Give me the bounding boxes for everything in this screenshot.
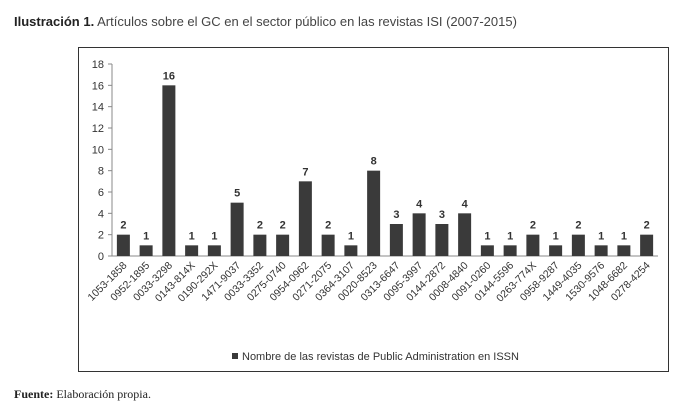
bar <box>458 213 472 256</box>
data-label: 1 <box>143 230 149 242</box>
data-label: 2 <box>120 220 126 232</box>
data-label: 4 <box>462 198 469 210</box>
bar <box>640 234 654 256</box>
data-label: 2 <box>325 220 331 232</box>
data-label: 1 <box>211 230 217 242</box>
bar <box>503 245 517 256</box>
caption-text: Artículos sobre el GC en el sector públi… <box>97 14 517 29</box>
bar <box>549 245 563 256</box>
data-label: 1 <box>621 230 627 242</box>
y-tick-label: 8 <box>98 166 104 178</box>
bar <box>162 85 176 256</box>
caption-label: Ilustración 1. <box>14 14 95 29</box>
bar <box>139 245 153 256</box>
y-tick-label: 2 <box>98 230 104 242</box>
data-label: 7 <box>302 166 308 178</box>
bar <box>344 245 358 256</box>
data-label: 2 <box>530 220 536 232</box>
y-tick-label: 4 <box>98 208 104 220</box>
bar <box>298 181 312 256</box>
data-label: 16 <box>163 70 175 82</box>
bar <box>412 213 426 256</box>
y-tick-label: 16 <box>92 80 104 92</box>
bar <box>480 245 494 256</box>
data-label: 1 <box>553 230 559 242</box>
data-label: 8 <box>371 156 377 168</box>
data-label: 1 <box>484 230 490 242</box>
bar <box>571 234 585 256</box>
bar <box>389 224 403 256</box>
source-note: Fuente: Elaboración propia. <box>14 387 151 402</box>
y-tick-label: 10 <box>92 144 104 156</box>
bar <box>617 245 631 256</box>
y-tick-label: 12 <box>92 123 104 135</box>
source-text: Elaboración propia. <box>56 387 151 401</box>
data-label: 5 <box>234 188 240 200</box>
data-label: 1 <box>598 230 604 242</box>
bar <box>207 245 221 256</box>
bar <box>116 234 130 256</box>
legend-swatch <box>232 353 238 359</box>
bar <box>594 245 608 256</box>
data-label: 3 <box>393 209 399 221</box>
data-label: 2 <box>257 220 263 232</box>
data-label: 1 <box>348 230 354 242</box>
chart-frame <box>78 47 669 372</box>
y-tick-label: 14 <box>92 102 104 114</box>
bar <box>276 234 290 256</box>
data-label: 1 <box>507 230 513 242</box>
y-tick-label: 18 <box>92 59 104 71</box>
bar <box>367 170 381 256</box>
y-tick-label: 0 <box>98 251 104 263</box>
bar <box>435 224 449 256</box>
source-label: Fuente: <box>14 387 54 401</box>
figure-caption: Ilustración 1. Artículos sobre el GC en … <box>14 14 517 29</box>
bar <box>253 234 267 256</box>
y-tick-label: 6 <box>98 187 104 199</box>
bar <box>321 234 335 256</box>
legend-label: Nombre de las revistas de Public Adminis… <box>242 351 519 363</box>
data-label: 2 <box>280 220 286 232</box>
bar <box>185 245 199 256</box>
bar <box>526 234 540 256</box>
data-label: 1 <box>189 230 195 242</box>
data-label: 3 <box>439 209 445 221</box>
bar <box>230 202 244 256</box>
data-label: 2 <box>644 220 650 232</box>
data-label: 2 <box>575 220 581 232</box>
data-label: 4 <box>416 198 423 210</box>
